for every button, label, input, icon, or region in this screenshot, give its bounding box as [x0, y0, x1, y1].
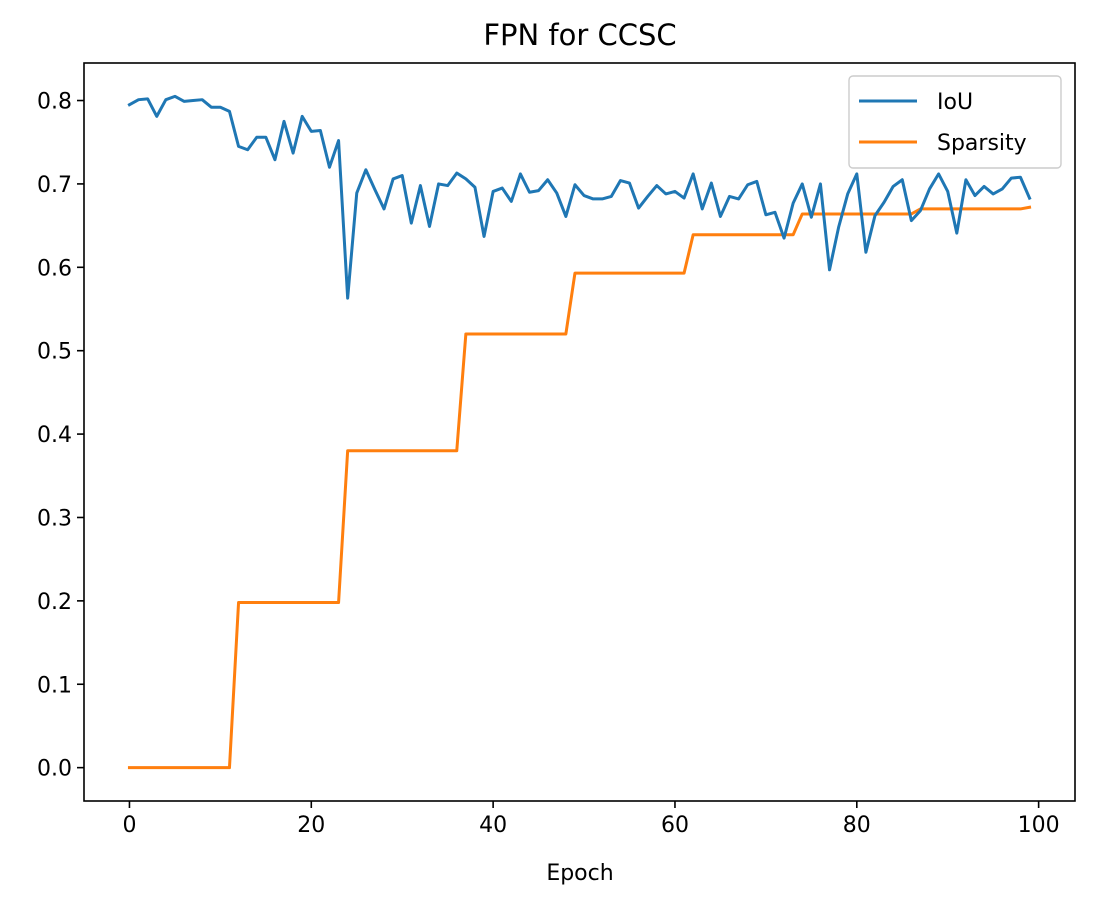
y-tick-label: 0.6: [37, 256, 72, 281]
y-tick-label: 0.1: [37, 673, 72, 698]
x-tick-label: 60: [661, 813, 689, 838]
x-tick-label: 20: [297, 813, 325, 838]
x-tick-label: 80: [843, 813, 871, 838]
x-tick-label: 40: [479, 813, 507, 838]
x-axis-label: Epoch: [546, 861, 613, 886]
series-line-iou: [127, 94, 1032, 300]
legend: IoU Sparsity: [848, 75, 1062, 169]
y-tick-label: 0.8: [37, 90, 72, 115]
y-tick-label: 0.7: [37, 173, 72, 198]
x-tick-label: 100: [1018, 813, 1060, 838]
plot-frame: [83, 62, 1076, 802]
y-tick-label: 0.3: [37, 506, 72, 531]
x-axis: 0 20 40 60 80 100: [122, 801, 1060, 838]
y-tick-label: 0.4: [37, 423, 72, 448]
legend-box: [848, 75, 1062, 169]
y-tick-label: 0.5: [37, 340, 72, 365]
legend-label-iou: IoU: [937, 90, 973, 115]
legend-label-sparsity: Sparsity: [937, 131, 1027, 156]
series-layer: [127, 94, 1032, 770]
series-line-sparsity: [127, 205, 1032, 770]
y-tick-label: 0.0: [37, 757, 72, 782]
chart-title: FPN for CCSC: [483, 18, 676, 52]
y-axis: 0.0 0.1 0.2 0.3 0.4 0.5 0.6 0.7 0.8: [37, 90, 84, 782]
x-tick-label: 0: [122, 813, 136, 838]
y-tick-label: 0.2: [37, 590, 72, 615]
